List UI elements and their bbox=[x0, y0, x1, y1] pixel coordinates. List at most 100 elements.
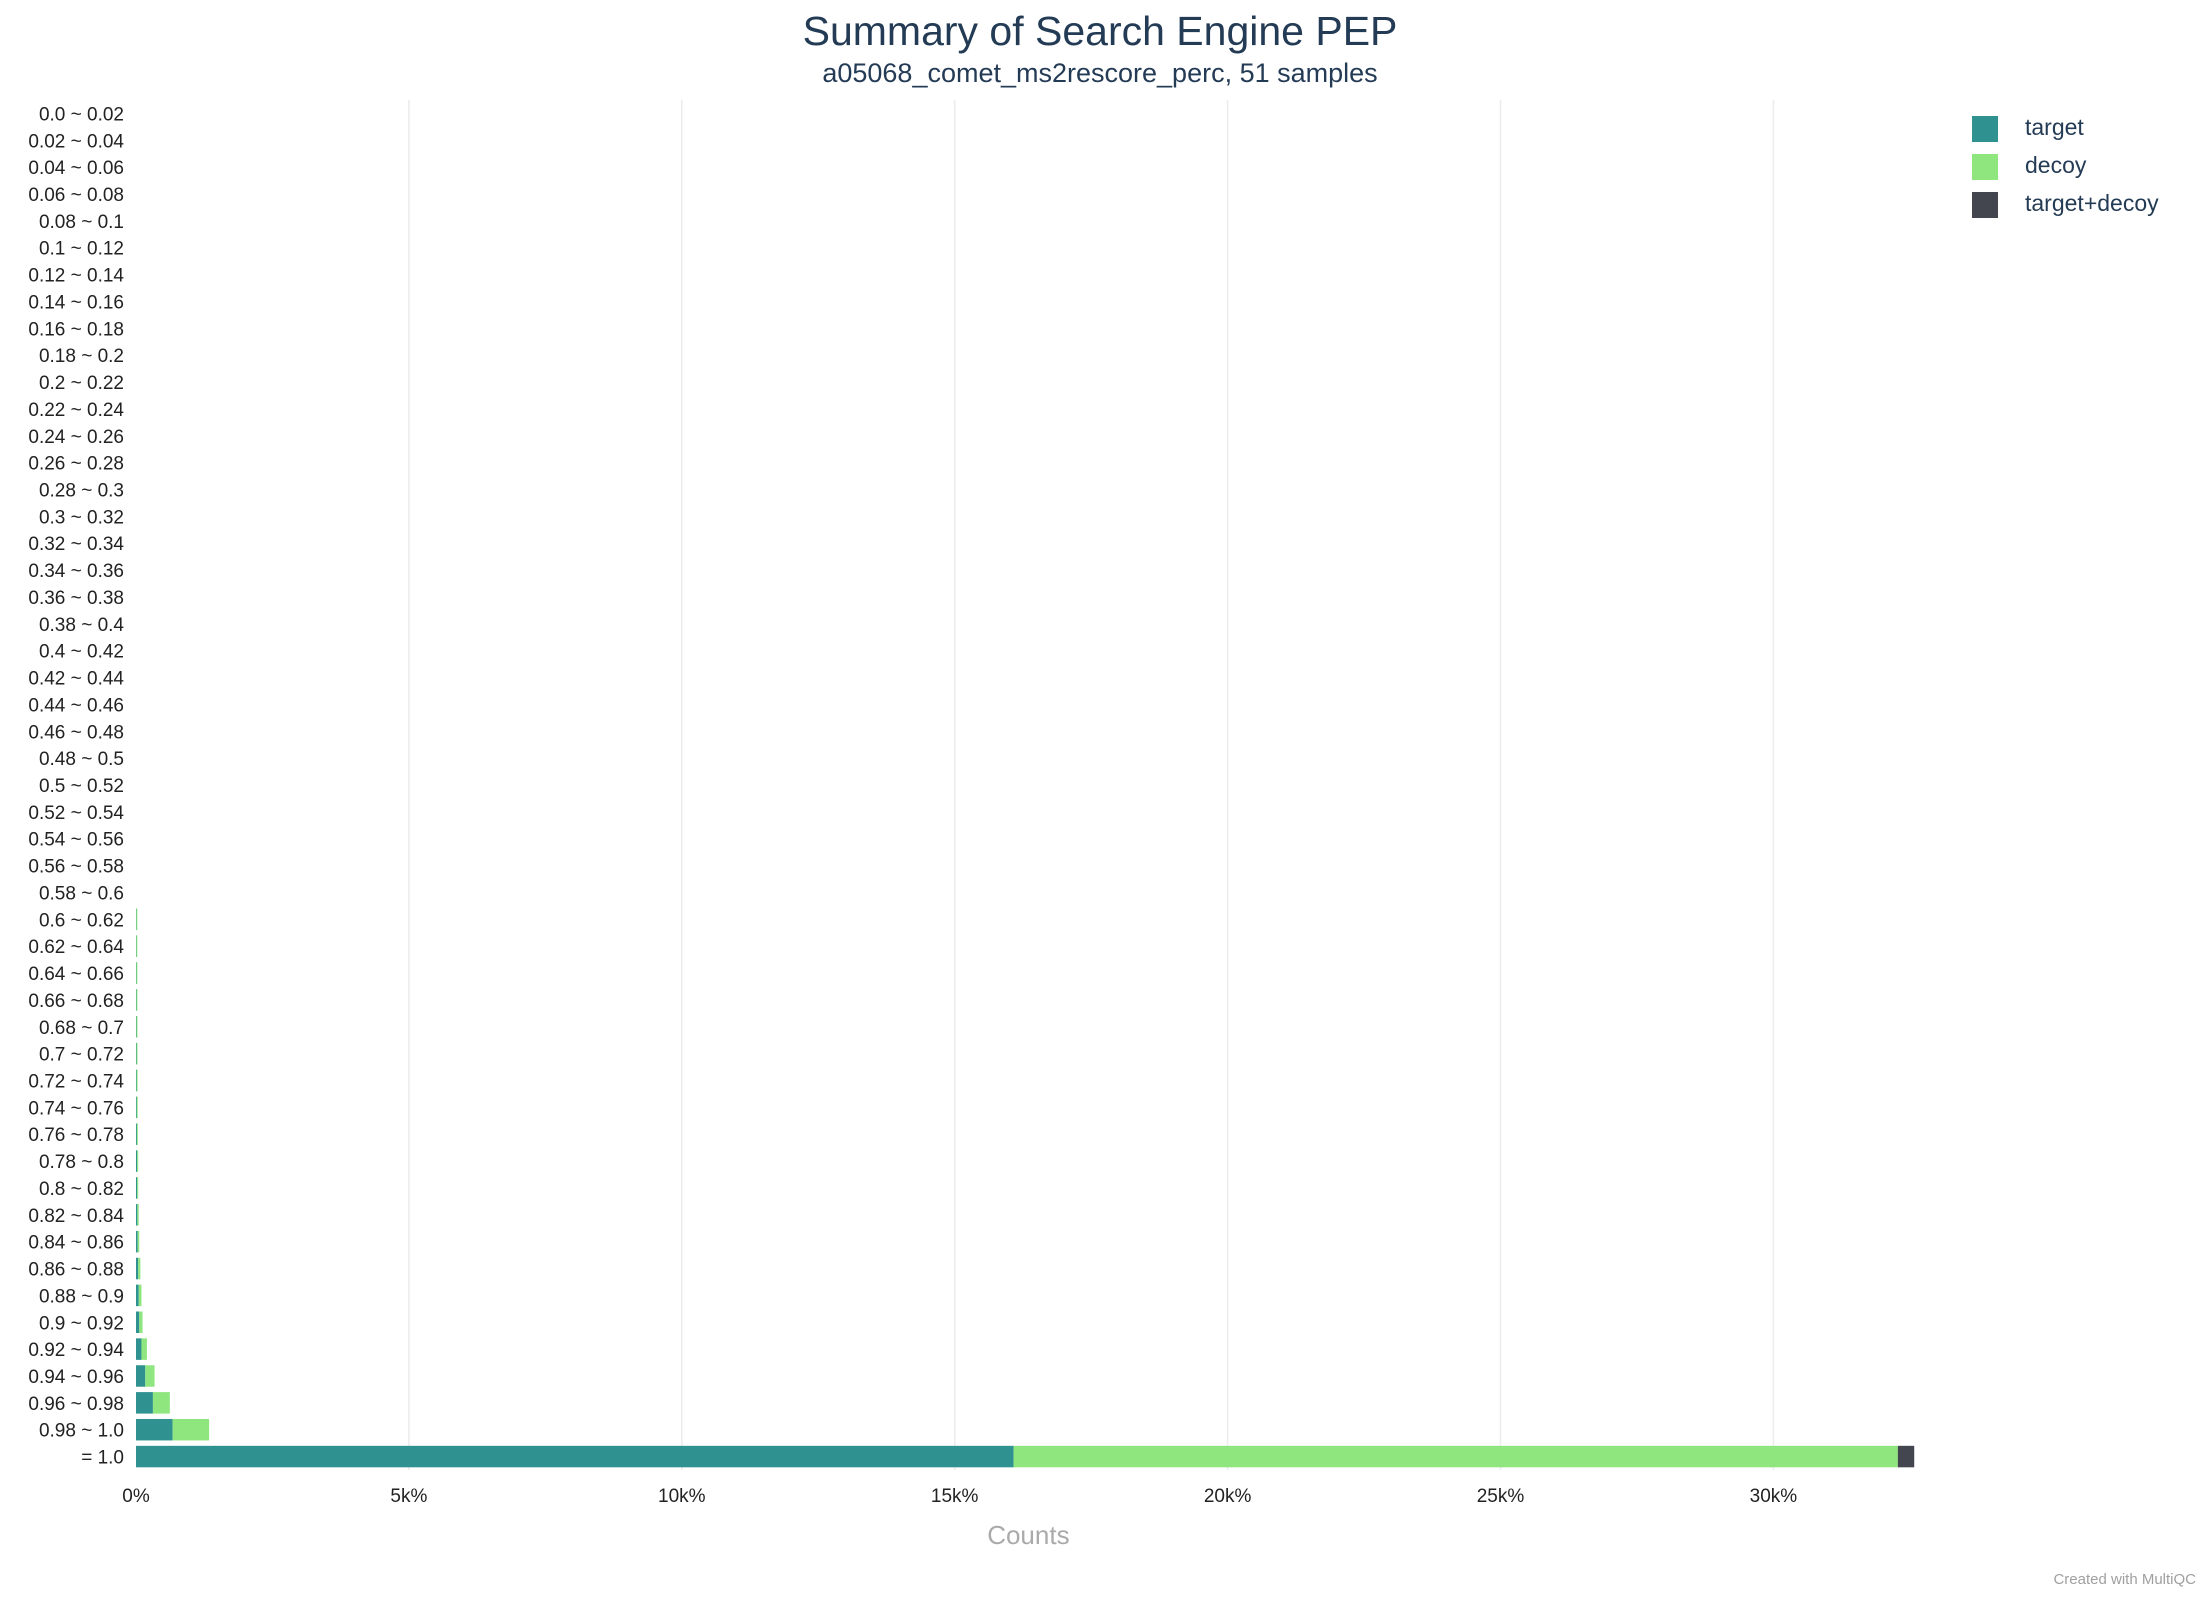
y-tick-label: 0.38 ~ 0.4 bbox=[39, 615, 124, 636]
bar-segment-target[interactable] bbox=[136, 1123, 137, 1145]
credit-text: Created with MultiQC bbox=[2053, 1571, 2196, 1588]
y-tick-label: 0.58 ~ 0.6 bbox=[39, 883, 124, 904]
bar-segment-decoy[interactable] bbox=[141, 1338, 147, 1360]
chart-title: Summary of Search Engine PEP bbox=[802, 8, 1398, 54]
bar-segment-decoy[interactable] bbox=[136, 1016, 138, 1038]
y-tick-label: 0.4 ~ 0.42 bbox=[39, 642, 124, 663]
y-tick-label: 0.88 ~ 0.9 bbox=[39, 1286, 124, 1307]
bar-segment-decoy[interactable] bbox=[152, 1392, 170, 1414]
x-tick-label: 0% bbox=[122, 1486, 150, 1507]
y-tick-label: 0.84 ~ 0.86 bbox=[28, 1233, 124, 1254]
bar-segment-target[interactable] bbox=[136, 1204, 138, 1226]
y-tick-label: 0.18 ~ 0.2 bbox=[39, 346, 124, 367]
y-tick-label: 0.46 ~ 0.48 bbox=[28, 722, 124, 743]
y-tick-label: 0.24 ~ 0.26 bbox=[28, 427, 124, 448]
legend-swatch bbox=[1972, 192, 1998, 218]
y-tick-label: 0.74 ~ 0.76 bbox=[28, 1098, 124, 1119]
bar-segment-target[interactable] bbox=[136, 1096, 137, 1119]
y-tick-label: 0.32 ~ 0.34 bbox=[28, 534, 124, 555]
y-tick-label: 0.12 ~ 0.14 bbox=[28, 266, 124, 287]
y-tick-label: 0.96 ~ 0.98 bbox=[28, 1394, 124, 1415]
y-tick-label: 0.1 ~ 0.12 bbox=[39, 239, 124, 260]
y-tick-label: 0.2 ~ 0.22 bbox=[39, 373, 124, 394]
x-tick-label: 5k% bbox=[390, 1486, 427, 1507]
y-tick-label: 0.34 ~ 0.36 bbox=[28, 561, 124, 582]
bar-segment-target[interactable] bbox=[136, 1338, 142, 1360]
y-tick-label: 0.36 ~ 0.38 bbox=[28, 588, 124, 609]
y-tick-label: 0.78 ~ 0.8 bbox=[39, 1152, 124, 1173]
bar-segment-target[interactable] bbox=[136, 1418, 173, 1441]
y-tick-label: 0.6 ~ 0.62 bbox=[39, 910, 124, 931]
y-tick-label: 0.3 ~ 0.32 bbox=[39, 507, 124, 528]
y-tick-label: 0.76 ~ 0.78 bbox=[28, 1125, 124, 1146]
chart-subtitle: a05068_comet_ms2rescore_perc, 51 samples bbox=[822, 58, 1378, 88]
bar-segment-target[interactable] bbox=[136, 1230, 138, 1253]
y-tick-label: 0.94 ~ 0.96 bbox=[28, 1367, 124, 1388]
y-tick-label: 0.22 ~ 0.24 bbox=[28, 400, 124, 421]
bar-segment-decoy[interactable] bbox=[136, 935, 138, 957]
x-axis-title: Counts bbox=[987, 1520, 1069, 1550]
bar-segment-decoy[interactable] bbox=[138, 1257, 141, 1280]
y-tick-label: 0.02 ~ 0.04 bbox=[28, 131, 124, 152]
y-tick-label: 0.9 ~ 0.92 bbox=[39, 1313, 124, 1334]
bar-segment-target[interactable] bbox=[136, 1069, 137, 1092]
bar-segment-target[interactable] bbox=[136, 1284, 139, 1307]
bar-segment-decoy[interactable] bbox=[136, 1096, 138, 1119]
bar-segment-decoy[interactable] bbox=[139, 1311, 143, 1333]
x-tick-label: 20k% bbox=[1204, 1486, 1252, 1507]
bar-segment-decoy[interactable] bbox=[137, 1230, 140, 1253]
y-tick-label: 0.08 ~ 0.1 bbox=[39, 212, 124, 233]
y-tick-label: 0.44 ~ 0.46 bbox=[28, 695, 124, 716]
bar-segment-decoy[interactable] bbox=[136, 1123, 138, 1145]
y-tick-label: 0.42 ~ 0.44 bbox=[28, 669, 124, 690]
bar-segment-decoy[interactable] bbox=[136, 1069, 138, 1092]
x-tick-label: 10k% bbox=[658, 1486, 706, 1507]
legend-swatch bbox=[1972, 154, 1998, 180]
bar-segment-target-decoy[interactable] bbox=[1897, 1445, 1915, 1468]
y-tick-label: 0.5 ~ 0.52 bbox=[39, 776, 124, 797]
bar-segment-decoy[interactable] bbox=[136, 989, 138, 1011]
bar-segment-decoy[interactable] bbox=[137, 1204, 139, 1226]
y-tick-label: 0.62 ~ 0.64 bbox=[28, 937, 124, 958]
y-tick-label: 0.92 ~ 0.94 bbox=[28, 1340, 124, 1361]
legend-swatch bbox=[1972, 116, 1998, 142]
y-tick-label: 0.26 ~ 0.28 bbox=[28, 454, 124, 475]
y-tick-label: 0.66 ~ 0.68 bbox=[28, 991, 124, 1012]
bar-segment-target[interactable] bbox=[136, 1177, 138, 1199]
x-tick-label: 25k% bbox=[1477, 1486, 1525, 1507]
y-tick-label: = 1.0 bbox=[81, 1448, 124, 1469]
y-tick-label: 0.06 ~ 0.08 bbox=[28, 185, 124, 206]
bar-segment-decoy[interactable] bbox=[138, 1284, 142, 1307]
bar-segment-target[interactable] bbox=[136, 1150, 138, 1172]
bar-segment-decoy[interactable] bbox=[136, 1042, 138, 1065]
bar-segment-decoy[interactable] bbox=[1013, 1445, 1898, 1468]
bar-segment-target[interactable] bbox=[136, 1392, 153, 1414]
bar-segment-decoy[interactable] bbox=[172, 1418, 210, 1441]
bar-segment-decoy[interactable] bbox=[137, 1177, 139, 1199]
y-tick-label: 0.0 ~ 0.02 bbox=[39, 104, 124, 125]
y-tick-label: 0.64 ~ 0.66 bbox=[28, 964, 124, 985]
x-tick-label: 15k% bbox=[931, 1486, 979, 1507]
bar-segment-decoy[interactable] bbox=[137, 1150, 139, 1172]
bar-segment-decoy[interactable] bbox=[136, 908, 138, 931]
bar-segment-target[interactable] bbox=[136, 1257, 139, 1280]
y-tick-label: 0.14 ~ 0.16 bbox=[28, 292, 124, 313]
legend-label: target bbox=[2025, 114, 2084, 140]
y-tick-label: 0.68 ~ 0.7 bbox=[39, 1018, 124, 1039]
bar-segment-decoy[interactable] bbox=[136, 962, 138, 984]
y-tick-label: 0.16 ~ 0.18 bbox=[28, 319, 124, 340]
x-tick-label: 30k% bbox=[1750, 1486, 1798, 1507]
bar-segment-decoy[interactable] bbox=[145, 1365, 155, 1387]
legend-label: decoy bbox=[2025, 152, 2087, 178]
y-tick-label: 0.04 ~ 0.06 bbox=[28, 158, 124, 179]
bar-segment-target[interactable] bbox=[136, 1311, 140, 1333]
y-tick-label: 0.72 ~ 0.74 bbox=[28, 1071, 124, 1092]
y-tick-label: 0.7 ~ 0.72 bbox=[39, 1045, 124, 1066]
y-tick-label: 0.48 ~ 0.5 bbox=[39, 749, 124, 770]
bar-segment-target[interactable] bbox=[136, 1445, 1014, 1468]
y-tick-label: 0.28 ~ 0.3 bbox=[39, 481, 124, 502]
bar-segment-target[interactable] bbox=[136, 1365, 146, 1387]
y-tick-label: 0.82 ~ 0.84 bbox=[28, 1206, 124, 1227]
y-tick-label: 0.54 ~ 0.56 bbox=[28, 830, 124, 851]
